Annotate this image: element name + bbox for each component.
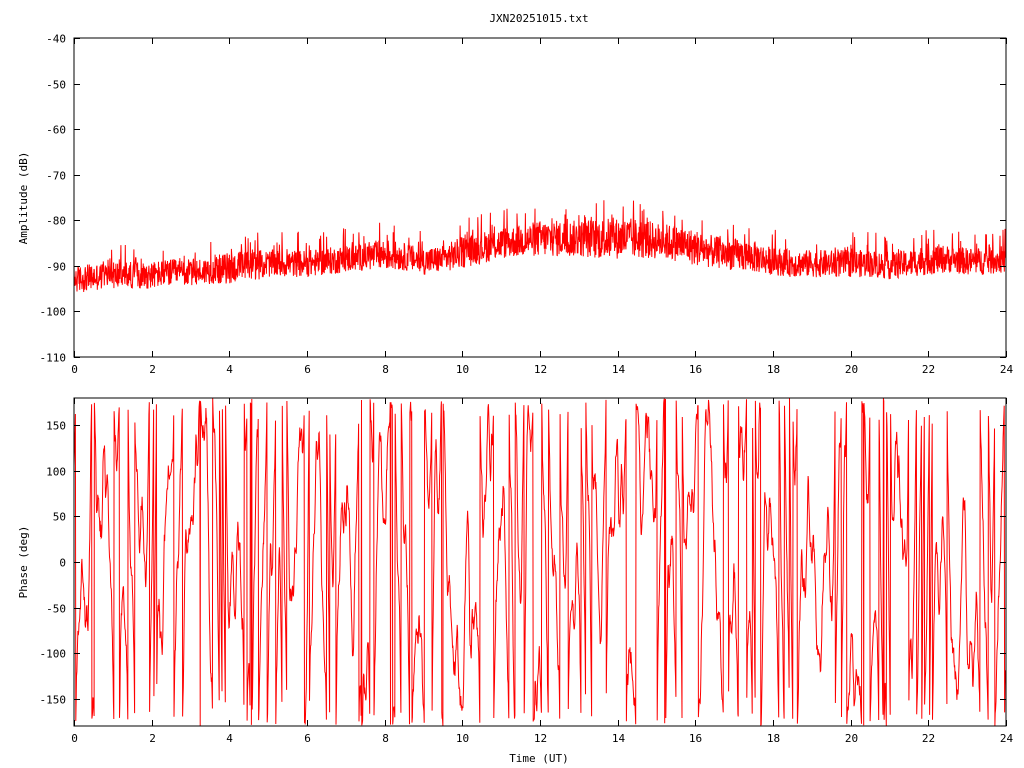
amplitude-x-tick-label: 24 [1000, 363, 1014, 376]
amplitude-x-tick-label: 0 [71, 363, 78, 376]
phase-x-tick-label: 12 [534, 732, 547, 745]
phase-y-tick-label: 50 [53, 511, 66, 524]
phase-y-tick-label: -50 [46, 603, 66, 616]
phase-y-axis-label: Phase (deg) [17, 526, 30, 599]
amplitude-x-tick-label: 6 [304, 363, 311, 376]
phase-x-tick-label: 24 [1000, 732, 1014, 745]
phase-x-tick-label: 0 [71, 732, 78, 745]
phase-x-ticks: 0 2 4 6 8 10 12 14 16 18 20 22 24 [71, 398, 1013, 745]
amplitude-x-tick-label: 20 [845, 363, 858, 376]
phase-x-tick-label: 22 [922, 732, 935, 745]
phase-series [73, 398, 1007, 727]
phase-line [73, 398, 1007, 727]
amplitude-x-tick-label: 14 [612, 363, 626, 376]
phase-y-ticks: 150 100 50 0 -50 -100 -150 [40, 420, 1006, 707]
phase-x-tick-label: 2 [149, 732, 156, 745]
phase-x-tick-label: 16 [689, 732, 702, 745]
amplitude-panel: -40-50-60-70-80-90-100-110 0 2 4 6 8 10 12 14 16… [17, 33, 1013, 377]
amplitude-series [73, 200, 1007, 293]
amplitude-y-tick-label: -80 [46, 215, 66, 228]
phase-x-tick-label: 18 [767, 732, 780, 745]
amplitude-x-ticks: 0 2 4 6 8 10 12 14 16 18 20 22 24 [71, 38, 1013, 376]
phase-x-tick-label: 20 [845, 732, 858, 745]
amplitude-y-tick-label: -100 [40, 306, 67, 319]
amplitude-plot-frame [73, 37, 1007, 358]
chart-title: JXN20251015.txt [489, 12, 588, 25]
amplitude-x-tick-label: 2 [149, 363, 156, 376]
amplitude-x-tick-label: 4 [226, 363, 233, 376]
phase-x-tick-label: 4 [226, 732, 233, 745]
amplitude-line [73, 200, 1007, 293]
phase-x-tick-label: 10 [456, 732, 469, 745]
phase-y-tick-label: -150 [40, 694, 67, 707]
amplitude-x-tick-label: 16 [689, 363, 702, 376]
amplitude-x-tick-label: 22 [922, 363, 935, 376]
amplitude-y-tick-label: -90 [46, 261, 66, 274]
amplitude-y-tick-label: -110 [40, 352, 67, 365]
phase-y-tick-label: 0 [59, 557, 66, 570]
amplitude-x-tick-label: 8 [382, 363, 389, 376]
amplitude-y-tick-label: -50 [46, 79, 66, 92]
phase-x-tick-label: 6 [304, 732, 311, 745]
phase-y-tick-label: -100 [40, 648, 67, 661]
x-axis-label: Time (UT) [509, 752, 569, 765]
amplitude-y-tick-label: -60 [46, 124, 66, 137]
phase-y-tick-label: 100 [46, 466, 66, 479]
amplitude-y-ticks: -40 -50 -60 -70 -80 -90 -100 -110 [40, 33, 1006, 365]
amplitude-x-tick-label: 12 [534, 363, 547, 376]
phase-y-tick-label: 150 [46, 420, 66, 433]
phase-x-tick-label: 14 [612, 732, 626, 745]
amplitude-y-axis-label: Amplitude (dB) [17, 152, 30, 245]
amplitude-x-tick-label: 10 [456, 363, 469, 376]
amplitude-x-tick-label: 18 [767, 363, 780, 376]
amplitude-y-tick-label: -70 [46, 170, 66, 183]
phase-x-tick-label: 8 [382, 732, 389, 745]
amplitude-y-tick-label: -40 [46, 33, 66, 46]
